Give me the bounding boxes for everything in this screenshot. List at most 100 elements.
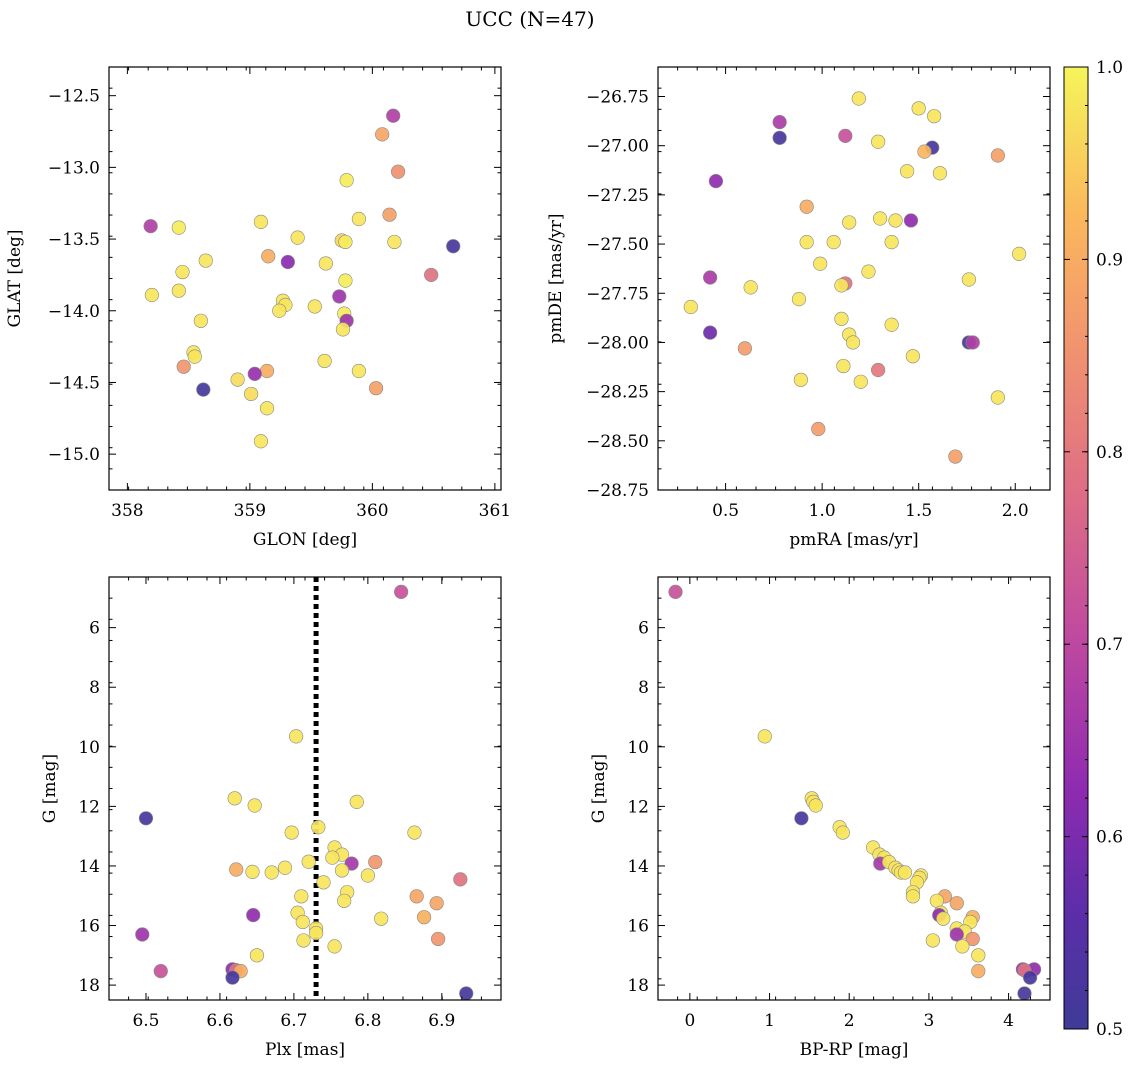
data-point (743, 280, 758, 295)
colorbar-tick-label: 0.5 (1096, 1020, 1123, 1040)
x-tick-label: 359 (234, 501, 266, 521)
data-point (929, 893, 944, 908)
data-point (351, 363, 367, 379)
data-point (871, 362, 886, 378)
y-tick-label: −13.5 (48, 230, 100, 250)
y-tick-label: −28.75 (586, 481, 649, 501)
data-point (808, 798, 823, 813)
data-point (917, 144, 932, 159)
y-tick-label: −14.0 (48, 302, 100, 322)
data-point (927, 109, 942, 124)
data-point (888, 213, 903, 228)
data-point (311, 820, 326, 835)
y-tick-label: −27.25 (586, 186, 649, 206)
data-point (431, 931, 446, 947)
figure-suptitle: UCC (N=47) (465, 7, 594, 31)
data-point (344, 856, 359, 871)
data-point (446, 239, 461, 254)
axes-frame (108, 66, 502, 491)
data-point (327, 939, 342, 954)
colorbar-tick-label: 0.8 (1096, 443, 1123, 463)
data-point (294, 889, 309, 904)
y-tick-label: 16 (627, 917, 649, 937)
data-point (772, 114, 787, 130)
data-point (900, 164, 915, 179)
data-point (971, 964, 986, 979)
x-tick-label: 1 (764, 1011, 775, 1031)
data-point (246, 908, 261, 923)
y-axis-label: GLAT [deg] (5, 229, 25, 327)
data-point (349, 794, 364, 810)
data-point (949, 896, 964, 911)
data-point (382, 207, 397, 222)
data-point (708, 174, 724, 189)
data-point (834, 311, 849, 326)
x-tick-label: 0 (684, 1011, 695, 1031)
data-point (144, 287, 159, 303)
data-point (861, 264, 876, 279)
data-point (424, 267, 439, 283)
data-point (301, 854, 316, 869)
x-tick-label: 361 (479, 501, 511, 521)
y-axis-label: G [mag] (589, 754, 609, 823)
y-tick-label: 12 (78, 797, 100, 817)
y-axis-label: pmDE [mas/yr] (546, 213, 566, 343)
data-point (245, 864, 260, 880)
data-point (884, 317, 899, 332)
data-point (198, 253, 213, 268)
data-point (925, 933, 940, 948)
data-point (826, 235, 841, 250)
colorbar-tick-label: 0.7 (1096, 635, 1123, 655)
data-point (772, 130, 787, 145)
data-point (905, 349, 920, 364)
x-tick-label: 4 (1003, 1011, 1014, 1031)
data-point (375, 127, 390, 142)
data-point (836, 358, 851, 374)
colorbar-tick-label: 0.9 (1096, 250, 1123, 270)
data-point (794, 811, 809, 826)
data-point (845, 335, 861, 350)
data-point (307, 299, 322, 314)
y-tick-label: 18 (627, 976, 649, 996)
data-point (308, 925, 324, 941)
data-point (1012, 246, 1027, 262)
y-tick-label: 6 (89, 619, 100, 639)
y-tick-label: 8 (89, 678, 100, 698)
y-tick-label: −28.25 (586, 383, 649, 403)
data-point (290, 230, 305, 245)
data-point (965, 931, 980, 947)
data-point (253, 434, 268, 449)
data-point (990, 148, 1005, 163)
data-point (296, 933, 311, 948)
data-point (949, 927, 964, 942)
data-point (387, 234, 402, 250)
y-tick-label: 18 (78, 976, 100, 996)
data-point (872, 211, 888, 226)
x-tick-label: 358 (111, 501, 143, 521)
data-point (351, 211, 367, 227)
data-point (338, 273, 353, 288)
data-point (737, 341, 752, 356)
data-point (334, 863, 350, 878)
data-point (289, 729, 304, 744)
data-point (337, 893, 352, 908)
data-point (853, 374, 868, 389)
y-tick-label: −27.50 (586, 235, 649, 255)
data-point (368, 381, 384, 396)
data-point (318, 256, 333, 271)
data-point (429, 896, 444, 911)
data-point (277, 860, 293, 875)
y-tick-label: −28.50 (586, 432, 649, 452)
data-point (1022, 970, 1038, 985)
data-point (948, 449, 963, 464)
data-point (316, 875, 331, 890)
x-tick-label: 3 (923, 1011, 934, 1031)
data-point (196, 382, 211, 397)
data-point (453, 872, 468, 887)
data-point (135, 927, 150, 942)
x-tick-label: 6.7 (280, 1011, 307, 1031)
data-point (757, 729, 772, 744)
data-point (325, 850, 340, 865)
